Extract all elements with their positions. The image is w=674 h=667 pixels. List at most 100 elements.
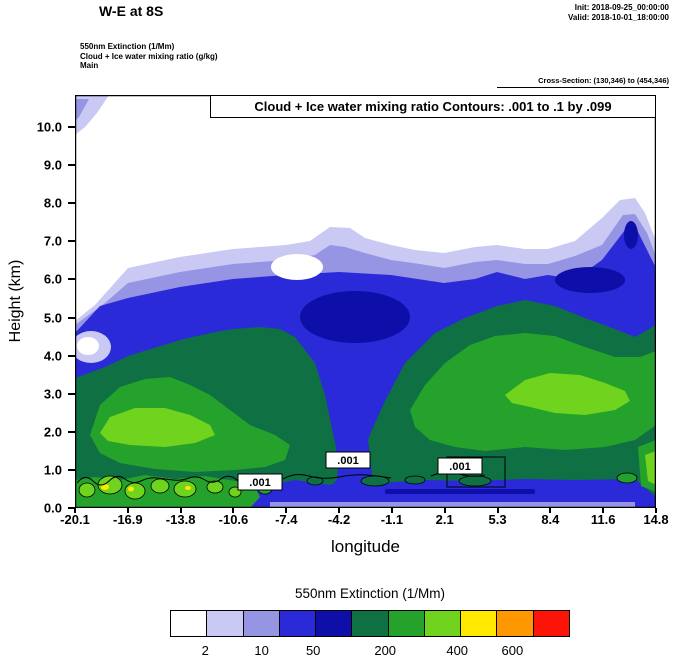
y-tick-label: 3.0: [43, 386, 62, 402]
contour-label-box: [437, 457, 483, 475]
x-tick-mark: [74, 508, 76, 513]
speck-brightgreen: [78, 482, 96, 498]
cross-section-plot: .001 .001 .001 Cloud + Ice water mixing …: [75, 95, 656, 508]
colorbar-tick-label: 600: [501, 643, 524, 658]
field-line-domain: Main: [80, 61, 99, 70]
x-tick-label: 8.4: [541, 512, 560, 527]
x-tick-label: -10.6: [218, 512, 249, 527]
x-tick-mark: [232, 508, 235, 513]
speck-green: [616, 472, 638, 484]
colorbar-cell: [206, 611, 243, 636]
x-tick-mark: [179, 508, 182, 513]
x-tick-mark: [602, 508, 605, 513]
y-tick-mark: [68, 354, 75, 357]
colorbar-cell: [423, 611, 461, 636]
contour-label-center: .001: [325, 451, 371, 469]
y-tick-label: 2.0: [43, 424, 62, 440]
contour-label-east: .001: [437, 457, 483, 475]
y-tick-mark: [68, 468, 75, 471]
x-tick-label: -7.4: [275, 512, 298, 527]
contour-label-box: [237, 473, 283, 491]
colorbar-tick-label: 400: [446, 643, 469, 658]
y-tick-mark: [68, 316, 75, 319]
contour-label-text: .001: [337, 455, 358, 467]
colorbar-cell: [460, 611, 497, 636]
y-tick-mark: [68, 126, 75, 128]
x-tick-label: -13.8: [165, 512, 196, 527]
y-tick-label: 0.0: [43, 500, 62, 516]
x-tick-label: 11.6: [590, 512, 616, 527]
colorbar-cell: [532, 611, 569, 636]
colorbar-tick-label: 10: [254, 643, 269, 658]
y-tick-mark: [68, 202, 75, 205]
speck-yellow: [128, 486, 134, 492]
y-axis-title: Height (km): [7, 259, 24, 343]
colorbar-cell: [242, 611, 279, 636]
valid-time: Valid: 2018-10-01_18:00:00: [568, 13, 669, 22]
fill-periwinkle-surface-strip: [270, 502, 635, 507]
y-tick-mark: [68, 507, 75, 509]
plot-title: W-E at 8S: [99, 3, 164, 19]
x-axis-title: longitude: [330, 537, 400, 556]
contour-squiggle-center: [282, 474, 392, 480]
y-tick-label: 10.0: [36, 119, 62, 135]
colorbar-tick-label: 2: [201, 643, 209, 658]
fill-periwinkle-topleft-patch: [75, 99, 89, 121]
run-times: Init: 2018-09-25_00:00:00 Valid: 2018-10…: [568, 3, 669, 23]
x-axis: -20.1 -16.9 -13.8 -10.6 -7.4 -4.2 -1.1 2.1 5.3 8.…: [60, 508, 669, 538]
fill-darkblue-blob-left: [300, 291, 410, 343]
colorbar-cell: [351, 611, 388, 636]
white-pocket-left: [77, 337, 99, 355]
y-tick-mark: [68, 164, 75, 167]
y-tick-label: 9.0: [43, 157, 62, 173]
x-tick-mark: [126, 508, 129, 513]
x-tick-mark: [549, 508, 552, 513]
x-tick-mark: [655, 508, 657, 513]
y-tick-label: 6.0: [43, 271, 62, 287]
contour-field: .001 .001 .001: [75, 95, 656, 508]
fill-darkblue-spike: [624, 221, 638, 249]
speck-brightgreen: [173, 480, 197, 498]
colorbar-tick-label: 50: [305, 643, 321, 658]
y-tick-mark: [68, 392, 75, 395]
fill-darkblue-blob-right: [555, 267, 625, 293]
cross-section-info: Cross-Section: (130,346) to (454,346): [497, 76, 669, 88]
yellow-specks: [101, 484, 191, 492]
colorbar-cell: [278, 611, 316, 636]
y-tick-label: 8.0: [43, 195, 62, 211]
field-line-mixing-ratio: Cloud + Ice water mixing ratio (g/kg): [80, 51, 218, 61]
contour-info-banner: Cloud + Ice water mixing ratio Contours:…: [210, 95, 656, 118]
contour-label-text: .001: [449, 461, 470, 473]
y-tick-label: 4.0: [43, 348, 62, 364]
colorbar-labels: 2 10 50 200 400 600: [170, 643, 570, 659]
speck-yellow: [185, 486, 191, 490]
x-tick-label: -20.1: [60, 512, 90, 527]
y-axis: 0.0 1.0 2.0 3.0 4.0 5.0 6.0 7.0 8.0 9.0 10.0: [0, 95, 75, 516]
field-info: 550nm Extinction (1/Mm) Cloud + Ice wate…: [80, 42, 218, 71]
y-tick-label: 7.0: [43, 233, 62, 249]
x-tick-label: -4.2: [327, 512, 351, 527]
y-tick-label: 1.0: [43, 462, 62, 478]
x-tick-label: 2.1: [435, 512, 454, 527]
init-time: Init: 2018-09-25_00:00:00: [574, 3, 669, 12]
fill-darkblue-bottom-streak: [385, 489, 535, 494]
x-tick-label: -1.1: [380, 512, 404, 527]
speck-yellow: [101, 484, 109, 490]
fill-brightgreen-blob-right: [505, 373, 630, 415]
contour-squiggle-west: [76, 475, 254, 486]
contour-label-west: .001: [237, 473, 283, 491]
x-tick-mark: [285, 508, 288, 513]
contour-label-text: .001: [249, 477, 270, 489]
white-hole-center: [271, 254, 323, 280]
colorbar-cell: [315, 611, 352, 636]
speck-brightgreen: [150, 478, 170, 494]
y-tick-mark: [68, 430, 75, 433]
x-tick-mark: [338, 508, 341, 513]
x-tick-mark: [496, 508, 499, 513]
contour-label-box: [325, 451, 371, 469]
fill-brightgreen-right-edge-sliver: [645, 451, 656, 485]
x-tick-label: -16.9: [112, 512, 143, 527]
speck-teal: [458, 475, 492, 487]
colorbar-tick-label: 200: [374, 643, 397, 658]
